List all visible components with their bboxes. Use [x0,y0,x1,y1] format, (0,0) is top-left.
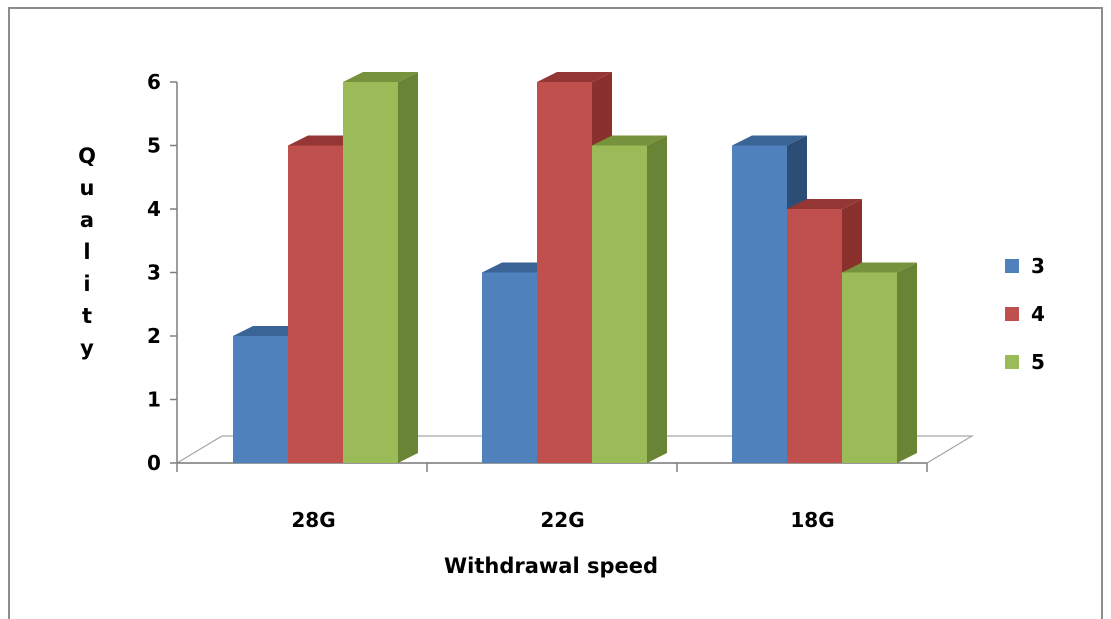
bar-top [842,262,917,273]
y-axis-title-letter: l [83,240,90,264]
y-tick-label: 2 [147,324,161,348]
y-axis-title-letter: i [83,272,90,296]
legend-item: 4 [1005,302,1045,326]
y-axis-title-letter: y [80,336,94,360]
bar-front [732,145,787,463]
legend-swatch [1005,307,1019,321]
y-tick-label: 3 [147,261,161,285]
bar-front [343,82,398,463]
bar [343,72,418,463]
y-tick-label: 4 [147,197,161,221]
legend-swatch [1005,259,1019,273]
bar-front [787,209,842,463]
bar-front [233,336,288,463]
bar-side [398,72,418,463]
x-tick-label: 28G [291,508,335,532]
legend-label: 4 [1031,302,1045,326]
x-tick-label: 18G [790,508,834,532]
y-tick-label: 1 [147,388,161,412]
bar-top [787,199,862,209]
legend-label: 5 [1031,350,1045,374]
x-tick-label: 22G [540,508,584,532]
bar [592,135,667,463]
bar-front [592,145,647,463]
chart-legend: 3 4 5 [1005,254,1045,374]
bar-front [288,145,343,463]
y-tick-label: 5 [147,134,161,158]
legend-swatch [1005,355,1019,369]
bar-top [343,72,418,82]
y-axis-title-letter: t [82,304,92,328]
bar-top [732,135,807,146]
bar [842,262,917,463]
bar-front [482,272,537,463]
y-axis-title-letter: u [80,176,95,200]
bar-front [842,272,897,463]
bar-top [592,135,667,146]
y-axis-title-letter: a [80,208,94,232]
legend-label: 3 [1031,254,1045,278]
legend-item: 5 [1005,350,1045,374]
bar-top [537,72,612,82]
y-tick-label: 0 [147,451,161,475]
y-tick-label: 6 [147,70,161,94]
x-axis-title: Withdrawal speed [444,554,658,578]
bar-side [647,135,667,463]
bar-front [537,82,592,463]
chart-bars [233,72,917,463]
bar-side [897,262,917,463]
chart-axes: 0 1 2 3 4 5 6 28G 22G 18G [147,70,928,532]
y-axis-title-letter: Q [78,144,96,168]
chart-frame [8,7,1103,619]
legend-item: 3 [1005,254,1045,278]
